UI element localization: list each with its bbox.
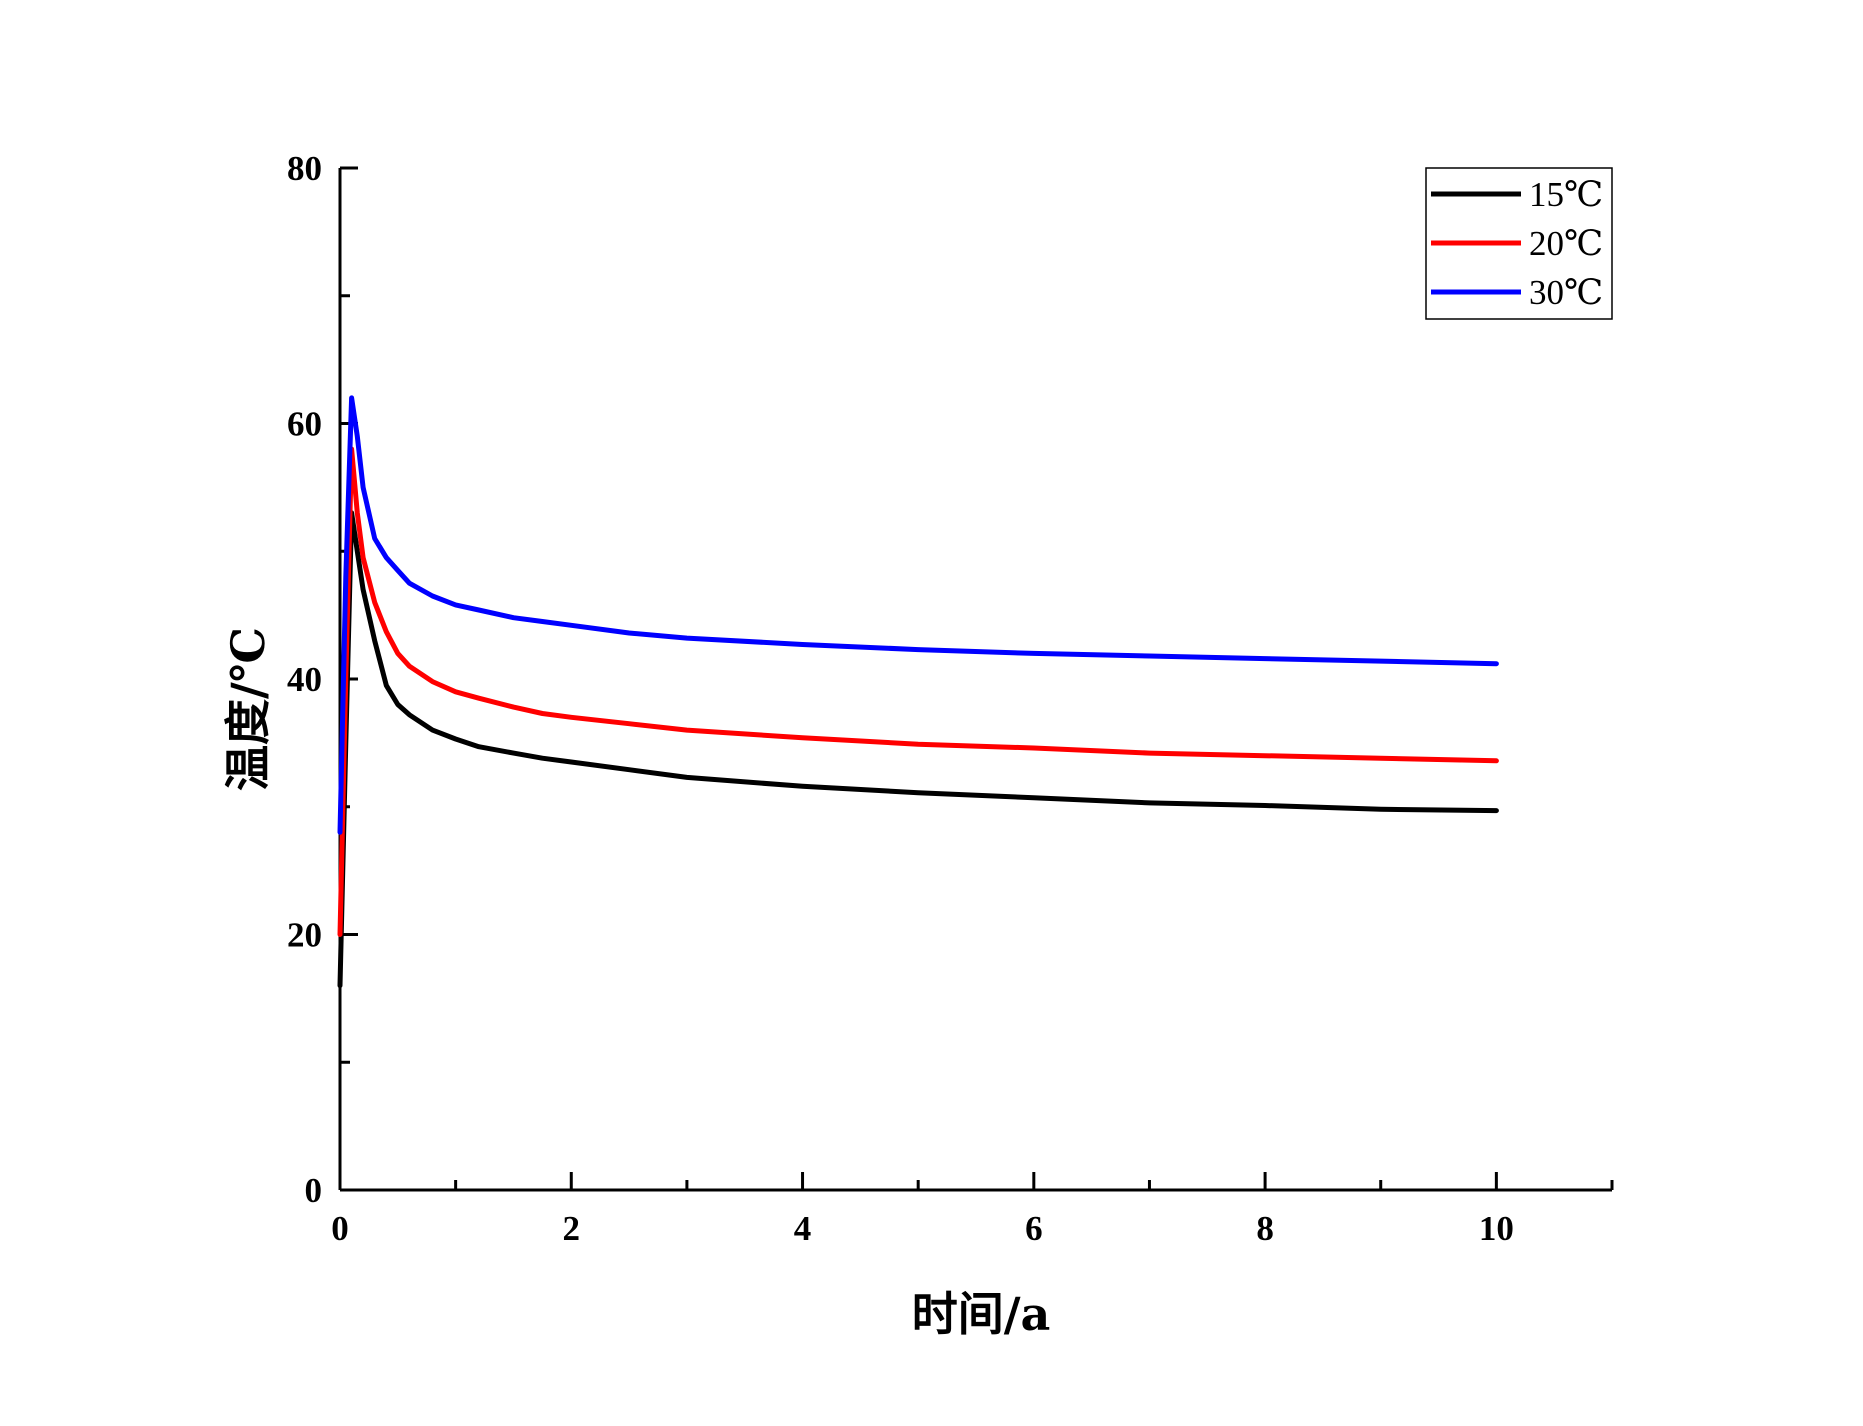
series-line bbox=[337, 510, 1499, 989]
legend-label: 30℃ bbox=[1529, 273, 1603, 312]
y-ticks: 0 20 40 60 80 bbox=[287, 149, 358, 1210]
legend-label: 20℃ bbox=[1529, 224, 1603, 263]
x-tick-label: 10 bbox=[1479, 1209, 1514, 1248]
y-axis-title: 温度/℃ bbox=[221, 627, 275, 791]
legend: 15℃ 20℃ 30℃ bbox=[1425, 167, 1613, 320]
x-tick-label: 2 bbox=[563, 1209, 581, 1248]
x-ticks: 0 2 4 6 8 10 bbox=[331, 1172, 1614, 1248]
x-tick-label: 0 bbox=[331, 1209, 349, 1248]
x-tick-label: 8 bbox=[1256, 1209, 1274, 1248]
y-tick-label: 80 bbox=[287, 149, 322, 188]
series-group bbox=[337, 395, 1499, 989]
y-tick-label: 20 bbox=[287, 916, 322, 955]
series-line bbox=[337, 446, 1499, 937]
legend-label: 15℃ bbox=[1529, 175, 1603, 214]
x-axis-title: 时间/a bbox=[912, 1287, 1051, 1341]
x-tick-label: 6 bbox=[1025, 1209, 1043, 1248]
y-tick-label: 40 bbox=[287, 660, 322, 699]
series-line bbox=[337, 395, 1499, 835]
axes: 0 2 4 6 8 10 0 20 40 60 80 bbox=[287, 149, 1614, 1248]
y-tick-label: 60 bbox=[287, 405, 322, 444]
y-tick-label: 0 bbox=[305, 1171, 323, 1210]
x-tick-label: 4 bbox=[794, 1209, 812, 1248]
